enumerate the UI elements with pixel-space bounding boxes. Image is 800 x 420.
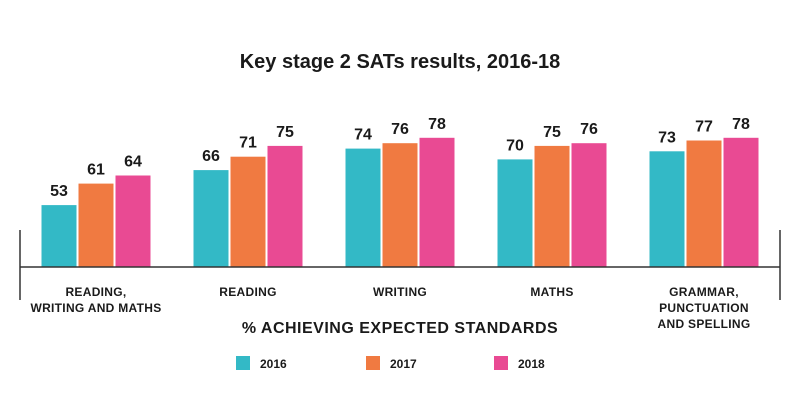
bar [78, 183, 114, 267]
bar-value-label: 75 [276, 124, 294, 141]
legend-label: 2017 [390, 357, 417, 371]
bar-value-label: 76 [391, 121, 409, 138]
legend-label: 2016 [260, 357, 287, 371]
bar-value-label: 73 [658, 129, 676, 146]
bar [649, 151, 685, 267]
value-labels-group: 53 61 64 66 71 75 74 76 78 70 75 76 73 77 78 [50, 116, 750, 200]
bar-value-label: 78 [428, 116, 446, 133]
x-axis-label: % ACHIEVING EXPECTED STANDARDS [242, 320, 558, 337]
bars-group [41, 137, 759, 267]
legend: 2016 2017 2018 [236, 356, 545, 371]
bar-value-label: 70 [506, 137, 524, 154]
bar [115, 175, 151, 267]
bar-value-label: 75 [543, 124, 561, 141]
legend-label: 2018 [518, 357, 545, 371]
legend-swatch [366, 356, 380, 370]
bar-value-label: 61 [87, 162, 105, 179]
bar [267, 145, 303, 267]
bar [571, 143, 607, 267]
bar [345, 148, 381, 267]
bar [193, 170, 229, 267]
bar [723, 137, 759, 267]
category-label: WRITING [373, 285, 427, 299]
bar [41, 205, 77, 267]
legend-swatch [494, 356, 508, 370]
bar-value-label: 76 [580, 121, 598, 138]
chart-title: Key stage 2 SATs results, 2016-18 [240, 51, 561, 73]
bar [534, 145, 570, 267]
bar [497, 159, 533, 267]
bar-value-label: 64 [124, 154, 142, 171]
category-label: READING, WRITING AND MATHS [30, 285, 161, 315]
bar-value-label: 53 [50, 183, 68, 200]
bar [419, 137, 455, 267]
category-label: MATHS [530, 285, 573, 299]
bar-value-label: 71 [239, 135, 257, 152]
bar-value-label: 74 [354, 127, 372, 144]
bar [686, 140, 722, 267]
category-label: GRAMMAR, PUNCTUATION AND SPELLING [658, 285, 751, 331]
category-labels-group: READING, WRITING AND MATHS READING WRITING M… [30, 285, 750, 331]
bar [230, 156, 266, 267]
legend-swatch [236, 356, 250, 370]
bar [382, 143, 418, 267]
bar-value-label: 66 [202, 148, 220, 165]
bar-value-label: 78 [732, 116, 750, 133]
bar-value-label: 77 [695, 119, 713, 136]
category-label: READING [219, 285, 276, 299]
